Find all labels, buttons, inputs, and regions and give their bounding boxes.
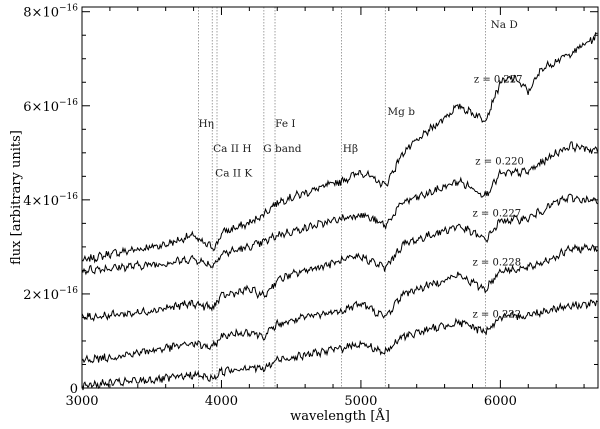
spectra-series xyxy=(81,32,598,391)
series-label-4: z = 0.228 xyxy=(472,258,521,269)
line-label-mg-b: Mg b xyxy=(387,106,415,118)
line-label-g-band: G band xyxy=(263,143,301,155)
spectrum-series-4 xyxy=(81,242,598,364)
line-label-h-: Hβ xyxy=(343,143,358,155)
x-axis-label: wavelength [Å] xyxy=(290,408,390,424)
spectrum-series-3 xyxy=(81,193,598,322)
series-labels: z = 0.227 z = 0.220 z = 0.227 z = 0.228 z = … xyxy=(472,74,523,320)
x-tick-label: 3000 xyxy=(65,394,98,409)
x-tick-label: 5000 xyxy=(344,394,377,409)
y-tick-label: 4×10−16 xyxy=(23,192,78,209)
spectral-line-markers xyxy=(198,7,486,388)
series-label-1: z = 0.227 xyxy=(474,74,523,85)
y-axis-label: flux [arbitrary units] xyxy=(9,130,24,265)
x-tick-label: 4000 xyxy=(205,394,238,409)
series-label-2: z = 0.220 xyxy=(475,157,524,168)
spectrum-series-2 xyxy=(81,141,598,276)
spectral-line-labels: Hη Ca II H Ca II K Fe I G band Hβ Mg b Na D xyxy=(198,19,517,179)
series-label-5: z = 0.222 xyxy=(472,309,521,320)
series-label-3: z = 0.227 xyxy=(472,208,521,219)
line-label-ca-ii-h: Ca II H xyxy=(213,143,251,155)
y-tick-label: 0 xyxy=(70,382,78,397)
y-tick-label: 6×10−16 xyxy=(23,98,78,115)
axis-ticks: 3000 4000 5000 6000 0 2×10−16 4×10−16 6×10−16 8×… xyxy=(23,4,598,409)
spectrum-series-5 xyxy=(81,299,598,391)
line-label-h-: Hη xyxy=(198,118,213,130)
x-tick-label: 6000 xyxy=(484,394,517,409)
spectrum-series-1 xyxy=(81,32,598,264)
y-tick-label: 8×10−16 xyxy=(23,4,78,21)
line-label-na-d: Na D xyxy=(491,19,518,31)
y-tick-label: 2×10−16 xyxy=(23,286,78,303)
plot-frame xyxy=(81,6,599,389)
line-label-ca-ii-k: Ca II K xyxy=(215,167,252,179)
line-label-fe-i: Fe I xyxy=(275,118,295,130)
